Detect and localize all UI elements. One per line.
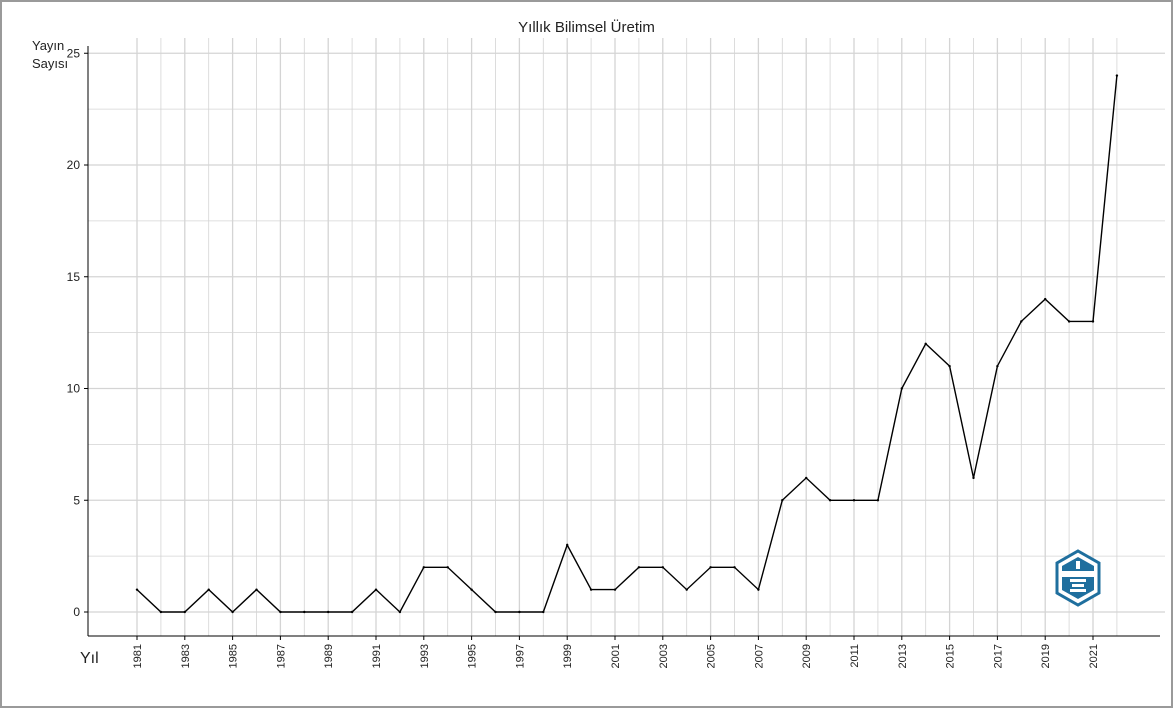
x-tick-label: 2017 bbox=[992, 644, 1004, 668]
y-tick-label: 5 bbox=[73, 493, 80, 507]
data-point bbox=[494, 610, 497, 614]
x-tick-label: 1991 bbox=[371, 644, 383, 668]
data-point bbox=[828, 499, 832, 502]
y-axis-label-line-2: Sayısı bbox=[32, 56, 69, 71]
data-point bbox=[374, 588, 378, 591]
y-axis-label-line-1: Yayın bbox=[32, 38, 65, 53]
data-point bbox=[661, 566, 664, 569]
data-point bbox=[350, 610, 354, 614]
x-tick-label: 1989 bbox=[323, 644, 335, 668]
x-tick-label: 1985 bbox=[228, 644, 240, 668]
data-point bbox=[805, 476, 808, 480]
x-tick-label: 2009 bbox=[801, 644, 813, 668]
data-point bbox=[589, 588, 593, 591]
data-point bbox=[207, 588, 210, 591]
x-tick-label: 1981 bbox=[132, 644, 144, 668]
data-point bbox=[159, 610, 163, 614]
x-tick-label: 2007 bbox=[753, 644, 765, 668]
data-point bbox=[303, 610, 306, 614]
data-point bbox=[637, 566, 641, 569]
data-point bbox=[685, 588, 688, 591]
data-point bbox=[733, 566, 736, 569]
data-point bbox=[446, 566, 449, 569]
x-tick-label: 2011 bbox=[849, 644, 861, 668]
data-point bbox=[255, 588, 258, 591]
bibliometrix-logo bbox=[1055, 549, 1101, 607]
x-tick-label: 1987 bbox=[275, 644, 287, 668]
x-tick-label: 1983 bbox=[180, 644, 192, 668]
x-tick-label: 2019 bbox=[1040, 644, 1052, 668]
data-point bbox=[183, 610, 186, 614]
data-point bbox=[613, 588, 617, 591]
x-tick-label: 2013 bbox=[897, 644, 909, 668]
data-point bbox=[924, 342, 927, 345]
y-tick-label: 20 bbox=[67, 158, 81, 172]
data-point bbox=[900, 387, 903, 390]
data-point bbox=[781, 499, 784, 502]
data-point bbox=[327, 610, 330, 614]
data-point bbox=[1044, 297, 1047, 301]
data-point bbox=[972, 476, 975, 480]
series-line bbox=[136, 75, 1118, 614]
x-tick-label: 1995 bbox=[467, 644, 479, 668]
x-tick-label: 2005 bbox=[706, 644, 718, 668]
x-tick-label: 1997 bbox=[514, 644, 526, 668]
data-point bbox=[518, 610, 521, 614]
data-point bbox=[566, 543, 569, 547]
data-point bbox=[422, 566, 425, 569]
y-tick-label: 25 bbox=[67, 46, 81, 60]
y-tick-label: 10 bbox=[67, 382, 81, 396]
x-tick-label: 2001 bbox=[610, 644, 622, 668]
x-tick-label: 2003 bbox=[658, 644, 670, 668]
data-point bbox=[135, 588, 139, 591]
data-point bbox=[948, 364, 951, 368]
data-point bbox=[1115, 74, 1119, 77]
x-tick-label: 1993 bbox=[419, 644, 431, 668]
data-point bbox=[1091, 320, 1095, 323]
x-tick-label: 2021 bbox=[1088, 644, 1100, 668]
chart-title: Yıllık Bilimsel Üretim bbox=[518, 19, 655, 36]
data-point bbox=[709, 566, 712, 569]
data-point bbox=[757, 588, 760, 591]
data-point bbox=[398, 610, 402, 614]
data-point bbox=[231, 610, 234, 614]
data-point bbox=[542, 610, 545, 614]
x-tick-label: 2015 bbox=[945, 644, 957, 668]
data-point bbox=[470, 588, 473, 591]
data-point bbox=[279, 610, 282, 614]
data-point bbox=[876, 499, 880, 502]
data-point bbox=[852, 499, 856, 502]
y-tick-label: 15 bbox=[67, 270, 81, 284]
data-point bbox=[1067, 320, 1071, 323]
x-tick-label: 1999 bbox=[562, 644, 574, 668]
data-point bbox=[1020, 320, 1023, 323]
y-tick-label: 0 bbox=[73, 605, 80, 619]
x-axis-label: Yıl bbox=[80, 650, 99, 667]
data-point bbox=[996, 364, 999, 368]
